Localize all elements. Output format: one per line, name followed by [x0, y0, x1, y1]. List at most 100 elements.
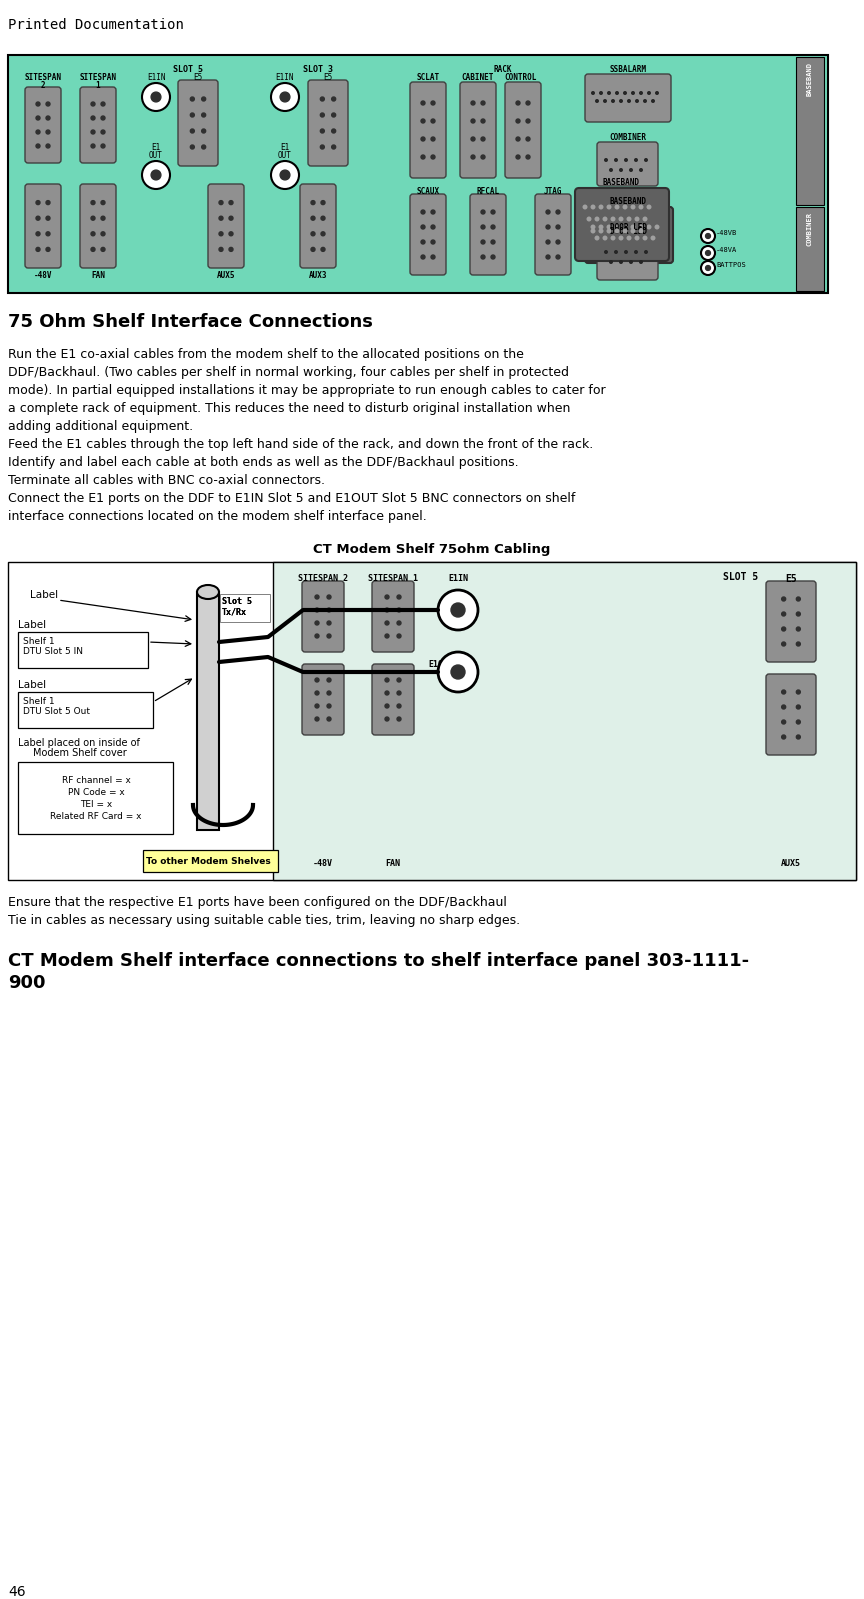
Circle shape	[797, 643, 800, 646]
Text: DOOR LED: DOOR LED	[609, 222, 646, 232]
Circle shape	[315, 595, 319, 600]
Circle shape	[614, 224, 619, 230]
Text: E1IN: E1IN	[448, 574, 468, 584]
Circle shape	[327, 595, 331, 600]
Circle shape	[614, 229, 619, 233]
Circle shape	[546, 254, 550, 259]
Circle shape	[91, 248, 95, 251]
FancyBboxPatch shape	[25, 184, 61, 269]
Circle shape	[91, 144, 95, 149]
Circle shape	[315, 620, 319, 625]
Circle shape	[491, 254, 495, 259]
Circle shape	[619, 216, 624, 222]
Circle shape	[619, 261, 623, 264]
Bar	[18, 632, 148, 668]
Text: Ensure that the respective E1 ports have been configured on the DDF/Backhaul: Ensure that the respective E1 ports have…	[8, 895, 507, 908]
Circle shape	[516, 118, 520, 123]
Circle shape	[634, 235, 639, 240]
Circle shape	[421, 101, 425, 106]
Circle shape	[431, 225, 435, 229]
Bar	[143, 851, 278, 871]
Circle shape	[651, 99, 655, 102]
Text: Slot 5
Tx/Rx: Slot 5 Tx/Rx	[222, 596, 252, 616]
Circle shape	[701, 246, 715, 261]
FancyBboxPatch shape	[766, 675, 816, 755]
Circle shape	[629, 168, 633, 173]
Circle shape	[315, 716, 319, 721]
Circle shape	[491, 209, 495, 214]
Circle shape	[782, 596, 785, 601]
Circle shape	[655, 224, 659, 230]
Circle shape	[624, 249, 628, 254]
Circle shape	[46, 216, 50, 221]
Circle shape	[321, 98, 324, 101]
Text: Printed Documentation: Printed Documentation	[8, 18, 184, 32]
Bar	[18, 692, 153, 728]
Circle shape	[397, 620, 401, 625]
Circle shape	[327, 620, 331, 625]
Circle shape	[101, 216, 105, 221]
Circle shape	[782, 720, 785, 724]
Circle shape	[190, 98, 194, 101]
Circle shape	[219, 232, 223, 235]
Circle shape	[635, 99, 639, 102]
Circle shape	[190, 146, 194, 149]
Text: Shelf 1
DTU Slot 5 Out: Shelf 1 DTU Slot 5 Out	[23, 697, 90, 716]
Circle shape	[471, 155, 475, 158]
Circle shape	[797, 691, 800, 694]
Circle shape	[451, 665, 465, 680]
Circle shape	[782, 643, 785, 646]
Circle shape	[219, 216, 223, 221]
Text: To other Modem Shelves: To other Modem Shelves	[146, 857, 270, 865]
Circle shape	[36, 200, 40, 205]
Text: SCAUX: SCAUX	[416, 187, 440, 197]
Circle shape	[651, 235, 656, 240]
Text: RF channel = x: RF channel = x	[61, 776, 130, 785]
Text: 46: 46	[8, 1585, 26, 1599]
Circle shape	[611, 235, 615, 240]
Circle shape	[639, 91, 643, 94]
Circle shape	[526, 118, 530, 123]
Text: RACK: RACK	[493, 66, 512, 74]
Circle shape	[321, 200, 325, 205]
Text: BASEBAND: BASEBAND	[602, 177, 639, 187]
Circle shape	[631, 91, 635, 94]
Text: interface connections located on the modem shelf interface panel.: interface connections located on the mod…	[8, 510, 427, 523]
Circle shape	[229, 200, 233, 205]
Circle shape	[431, 240, 435, 245]
Circle shape	[315, 704, 319, 708]
Circle shape	[607, 229, 612, 233]
Circle shape	[701, 261, 715, 275]
Circle shape	[797, 612, 800, 616]
Text: COMBINER: COMBINER	[807, 211, 813, 246]
FancyBboxPatch shape	[460, 82, 496, 177]
FancyBboxPatch shape	[585, 206, 673, 262]
Circle shape	[151, 93, 161, 102]
Text: Identify and label each cable at both ends as well as the DDF/Backhaul positions: Identify and label each cable at both en…	[8, 456, 518, 469]
Text: SITESPAN: SITESPAN	[79, 74, 117, 82]
Circle shape	[646, 224, 651, 230]
Circle shape	[385, 704, 389, 708]
Circle shape	[626, 216, 632, 222]
Circle shape	[590, 229, 595, 233]
Circle shape	[327, 633, 331, 638]
Text: -48V: -48V	[34, 270, 52, 280]
Circle shape	[556, 209, 560, 214]
Circle shape	[643, 216, 647, 222]
Bar	[273, 561, 856, 879]
Circle shape	[219, 200, 223, 205]
Circle shape	[421, 155, 425, 158]
Circle shape	[481, 209, 485, 214]
Circle shape	[397, 595, 401, 600]
Circle shape	[151, 169, 161, 181]
Circle shape	[481, 118, 485, 123]
Text: CONTROL: CONTROL	[505, 74, 537, 82]
FancyBboxPatch shape	[585, 74, 671, 122]
Circle shape	[321, 130, 324, 133]
FancyBboxPatch shape	[302, 664, 344, 736]
Text: E5: E5	[785, 574, 797, 584]
Text: SITESPAN 1: SITESPAN 1	[368, 574, 418, 584]
Circle shape	[481, 101, 485, 106]
Circle shape	[36, 144, 40, 149]
FancyBboxPatch shape	[535, 193, 571, 275]
